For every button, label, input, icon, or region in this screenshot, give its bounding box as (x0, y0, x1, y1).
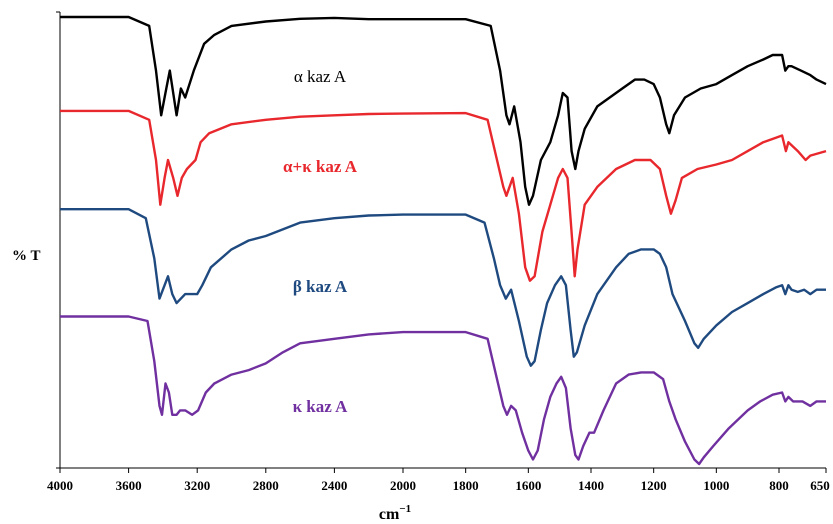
x-tick-label: 1800 (453, 478, 479, 493)
x-tick-label: 1600 (515, 478, 541, 493)
x-tick-label: 2800 (253, 478, 279, 493)
x-tick-label: 800 (769, 478, 789, 493)
x-tick-label: 2400 (321, 478, 347, 493)
spectrum-line-2 (60, 109, 827, 282)
x-tick-label: 3600 (116, 478, 142, 493)
series-label-4: κ kaz A (293, 397, 349, 416)
spectrum-line-4 (60, 315, 826, 466)
x-tick-label: 2000 (390, 478, 416, 493)
x-axis-label-superscript: −1 (399, 503, 411, 515)
x-tick-label: 4000 (47, 478, 73, 493)
x-tick-label: 1000 (703, 478, 729, 493)
x-axis-label: cm−1 (379, 503, 411, 523)
x-tick-label: 3200 (184, 478, 210, 493)
axes (59, 12, 826, 469)
spectrum-line-3 (60, 208, 826, 367)
y-axis-label: % T (12, 248, 40, 264)
x-tick-label: 650 (810, 478, 830, 493)
x-tick-label: 1400 (578, 478, 604, 493)
x-tick-label: 1200 (641, 478, 667, 493)
series-label-1: α kaz A (294, 67, 347, 86)
x-ticks: 4000 3600 3200 2800 2400 2000 1800 1600 1400 1200… (47, 11, 830, 493)
series-label-3: β kaz A (293, 277, 348, 296)
x-axis-label-unit: cm (379, 506, 400, 523)
series-label-2: α+κ kaz A (283, 157, 358, 176)
series-layer: α kaz A α+κ kaz A β kaz A κ kaz A (60, 15, 827, 466)
spectrum-line-1 (60, 15, 827, 206)
